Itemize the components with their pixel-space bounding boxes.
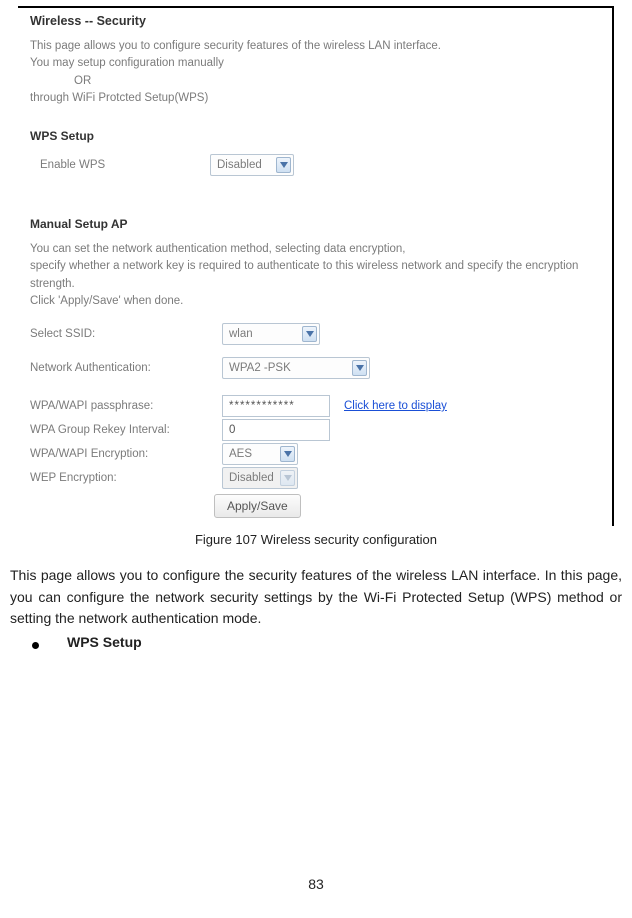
manual-desc-2: specify whether a network key is require…: [30, 258, 612, 293]
intro-line-4: through WiFi Protcted Setup(WPS): [30, 90, 612, 107]
wep-value: Disabled: [229, 472, 274, 484]
chevron-down-icon: [302, 326, 317, 342]
screenshot-title: Wireless -- Security: [30, 14, 612, 28]
apply-save-button[interactable]: Apply/Save: [214, 494, 301, 518]
wps-enable-row: Enable WPS Disabled: [30, 153, 612, 177]
wpa-enc-row: WPA/WAPI Encryption: AES: [30, 442, 612, 466]
auth-row: Network Authentication: WPA2 -PSK: [30, 356, 612, 380]
page-number: 83: [0, 876, 632, 892]
auth-select[interactable]: WPA2 -PSK: [222, 357, 370, 379]
chevron-down-icon: [352, 360, 367, 376]
bullet-icon: [32, 642, 39, 649]
chevron-down-icon: [276, 157, 291, 173]
auth-value: WPA2 -PSK: [229, 362, 291, 374]
bullet-item: WPS Setup: [32, 634, 622, 650]
manual-desc-3: Click 'Apply/Save' when done.: [30, 293, 612, 310]
wps-enable-select[interactable]: Disabled: [210, 154, 294, 176]
ssid-row: Select SSID: wlan: [30, 322, 612, 346]
auth-label: Network Authentication:: [30, 362, 222, 374]
intro-line-or: OR: [74, 73, 612, 90]
rekey-row: WPA Group Rekey Interval: 0: [30, 418, 612, 442]
wpa-enc-label: WPA/WAPI Encryption:: [30, 448, 222, 460]
wpa-enc-value: AES: [229, 448, 252, 460]
chevron-down-icon: [280, 470, 295, 486]
wps-heading: WPS Setup: [30, 129, 612, 143]
page: Wireless -- Security This page allows yo…: [0, 6, 632, 650]
intro-line-2: You may setup configuration manually: [30, 55, 612, 72]
ssid-select[interactable]: wlan: [222, 323, 320, 345]
passphrase-input[interactable]: ************: [222, 395, 330, 417]
rekey-input[interactable]: 0: [222, 419, 330, 441]
manual-desc-1: You can set the network authentication m…: [30, 241, 612, 258]
screenshot-panel: Wireless -- Security This page allows yo…: [18, 6, 614, 526]
wep-label: WEP Encryption:: [30, 472, 222, 484]
bullet-label: WPS Setup: [67, 634, 142, 650]
passphrase-row: WPA/WAPI passphrase: ************ Click …: [30, 394, 612, 418]
wpa-enc-select[interactable]: AES: [222, 443, 298, 465]
rekey-label: WPA Group Rekey Interval:: [30, 424, 222, 436]
display-passphrase-link[interactable]: Click here to display: [344, 400, 447, 412]
wps-enable-value: Disabled: [217, 159, 262, 171]
doc-paragraph: This page allows you to configure the se…: [10, 565, 622, 630]
figure-caption: Figure 107 Wireless security configurati…: [0, 532, 632, 547]
ssid-label: Select SSID:: [30, 328, 222, 340]
manual-heading: Manual Setup AP: [30, 217, 612, 231]
passphrase-label: WPA/WAPI passphrase:: [30, 400, 222, 412]
wps-enable-label: Enable WPS: [30, 159, 210, 171]
wep-row: WEP Encryption: Disabled: [30, 466, 612, 490]
chevron-down-icon: [280, 446, 295, 462]
wps-enable-label-text: Enable WPS: [40, 159, 105, 171]
ssid-value: wlan: [229, 328, 253, 340]
wep-select[interactable]: Disabled: [222, 467, 298, 489]
intro-line-1: This page allows you to configure securi…: [30, 38, 612, 55]
